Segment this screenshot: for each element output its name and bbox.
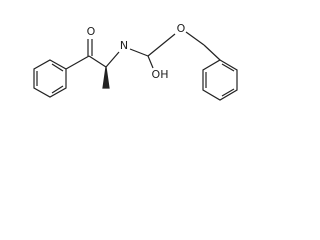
- bond: [185, 31, 205, 46]
- double-bond: [147, 55, 154, 69]
- atom-label: OH: [152, 68, 169, 81]
- page: O N O OH (() => { const data = JSON.pars…: [0, 0, 262, 123]
- bond: [129, 48, 149, 57]
- bonds: [33, 31, 238, 101]
- ring-double-bond: [51, 63, 64, 72]
- ring-double-bond: [51, 85, 64, 94]
- left-ring: [33, 59, 67, 98]
- bond: [65, 55, 90, 70]
- wedge-bond: [102, 66, 110, 89]
- ring-double-bond: [221, 88, 235, 97]
- atom-label: O: [87, 25, 96, 38]
- molecule: O N O OH: [33, 22, 238, 101]
- bond: [147, 33, 176, 57]
- right-ring: [202, 59, 238, 101]
- ring-double-bond: [221, 63, 235, 72]
- atom-label: N: [120, 39, 128, 52]
- bond: [203, 44, 221, 61]
- atom-label: O: [177, 22, 186, 35]
- bond: [88, 55, 107, 68]
- bond: [105, 51, 120, 68]
